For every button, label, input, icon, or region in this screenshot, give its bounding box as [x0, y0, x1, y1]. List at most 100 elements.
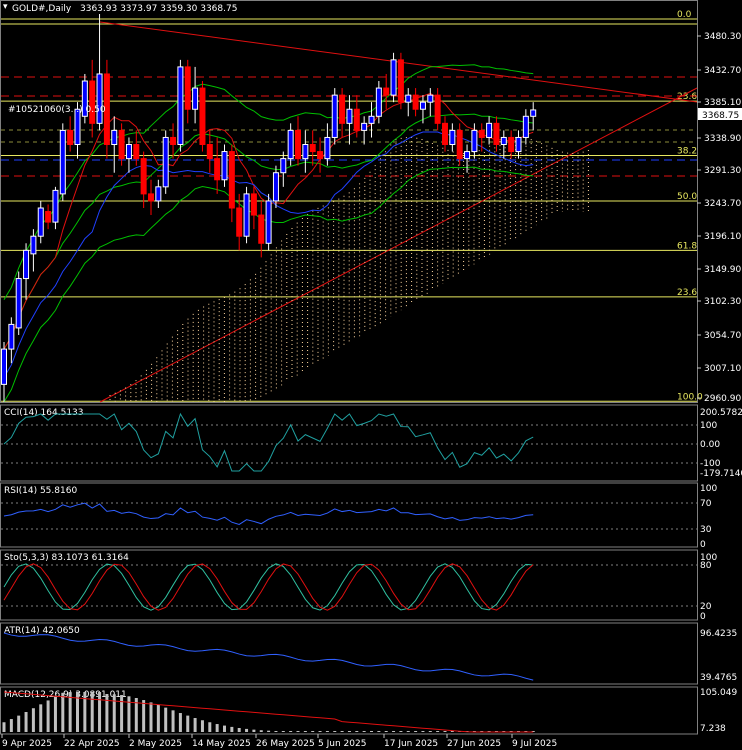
header-triangle-icon[interactable]: ▾ [3, 2, 8, 12]
candle-body [486, 122, 493, 138]
ichimoku-cloud [109, 137, 589, 402]
candle-body [530, 109, 537, 117]
candle-body [236, 207, 243, 237]
candle-body [45, 211, 52, 223]
candle-body [272, 172, 279, 202]
candle-body [280, 158, 287, 174]
sub-axis-label: -179.7140 [700, 469, 742, 479]
candle-body [15, 278, 22, 329]
candle-body [59, 129, 66, 195]
fib-object-label[interactable]: #10521060(3...) 0.50 [8, 105, 106, 115]
stochastic-signal-line [3, 563, 534, 611]
candle-body [52, 189, 59, 223]
sub-axis-label: 70 [700, 499, 712, 509]
time-tick-label: 27 Jun 2025 [447, 739, 501, 749]
sub-axis-label: 20 [700, 602, 712, 612]
fib-level-label: 61.8 [677, 241, 697, 251]
candle-body [192, 87, 199, 110]
candle-body [250, 193, 257, 216]
sub-panel-title: CCI(14) 164.5133 [4, 408, 84, 418]
candle-body [170, 136, 177, 146]
sub-panel-title: MACD(12,26,9) 3.0891.011 [4, 690, 127, 700]
price-axis: 3480.30 3432.70 3385.10 3338.90 3291.30 3243.… [697, 32, 741, 404]
candle-body [155, 186, 162, 202]
candle-body [390, 59, 397, 96]
sub-axis-label: 30 [700, 525, 712, 535]
candle-body [81, 80, 88, 117]
sub-axis-label: 0 [700, 612, 706, 622]
candle-body [221, 151, 228, 181]
candle-body [37, 207, 44, 237]
time-tick-label: 5 Jun 2025 [318, 739, 366, 749]
candle-body [353, 108, 360, 131]
candle-body [427, 94, 434, 103]
candles-layer [1, 14, 537, 402]
candle-body [228, 151, 235, 209]
candle-body [522, 115, 529, 138]
candle-body [478, 129, 485, 138]
fib-level-label: 23.6 [677, 288, 697, 298]
candle-body [302, 144, 309, 160]
time-tick-label: 9 Apr 2025 [2, 739, 52, 749]
sub-axis-label: 105.049 [700, 688, 737, 698]
sub-panel-title: ATR(14) 42.0650 [4, 626, 80, 636]
fib-level-label: 38.2 [677, 146, 697, 156]
candle-body [148, 193, 154, 202]
candle-body [162, 136, 169, 188]
candle-body [412, 94, 419, 110]
candle-body [419, 101, 426, 110]
price-tick-label: 3432.70 [704, 66, 741, 76]
sub-panel-frame [0, 686, 698, 735]
sub-panel-title: Sto(5,3,3) 83.1073 61.3164 [4, 553, 129, 563]
candle-body [265, 200, 272, 244]
candle-body [96, 73, 103, 124]
time-tick-label: 2 May 2025 [129, 739, 182, 749]
candle-body [199, 87, 206, 146]
fibonacci-layer: 0.0 23.6 38.2 50.0 61.8 23.6 100.0 [1, 10, 703, 403]
price-tick-label: 3480.30 [704, 32, 741, 42]
candle-body [397, 59, 404, 103]
fib-level-label: 0.0 [677, 10, 692, 20]
time-tick-label: 9 Jul 2025 [512, 739, 557, 749]
candle-body [74, 108, 81, 146]
candle-body [258, 214, 265, 244]
sub-panels: CCI(14) 164.5133 200.5782 100 0.00 -100-179.… [0, 404, 742, 735]
time-tick-label: 17 Jun 2025 [384, 739, 438, 749]
main-panel-frame [0, 0, 698, 403]
sub-axis-label: 0.00 [700, 440, 720, 450]
sub-panel-title: RSI(14) 55.8160 [4, 486, 77, 496]
candle-body [346, 108, 353, 124]
current-price-value: 3368.75 [702, 111, 739, 121]
candle-body [206, 144, 213, 160]
candle-body [515, 136, 522, 153]
candle-body [30, 235, 37, 255]
price-tick-label: 2960.90 [704, 394, 741, 404]
candle-body [339, 94, 346, 124]
candle-body [295, 129, 301, 160]
candle-body [214, 158, 221, 181]
candle-body [243, 193, 250, 237]
sub-panel-frame [0, 404, 698, 482]
candle-body [456, 129, 463, 160]
candle-body [331, 94, 338, 138]
sub-axis-label: 80 [700, 561, 712, 571]
sub-panel-frame [0, 482, 698, 548]
sub-axis-label: 0 [700, 540, 706, 550]
macd-signal-line [3, 691, 534, 733]
price-tick-label: 3338.90 [704, 134, 741, 144]
fib-level-label: 50.0 [677, 192, 697, 202]
fib-level-label: 23.6 [677, 92, 697, 102]
candle-body [177, 66, 184, 146]
candle-body [140, 158, 147, 195]
candle-body [375, 87, 382, 117]
candle-body [8, 323, 15, 350]
candle-body [111, 129, 118, 146]
ohlc-label: 3363.93 3373.97 3359.30 3368.75 [80, 4, 237, 14]
time-tick-label: 14 May 2025 [192, 739, 251, 749]
time-axis: 9 Apr 2025 22 Apr 2025 2 May 2025 14 May 20… [1, 734, 557, 749]
sub-axis-label: 39.4765 [700, 673, 737, 683]
candle-body [89, 80, 96, 124]
bollinger-upper-line [3, 64, 534, 300]
sub-axis-label: 200.5782 [700, 408, 742, 418]
